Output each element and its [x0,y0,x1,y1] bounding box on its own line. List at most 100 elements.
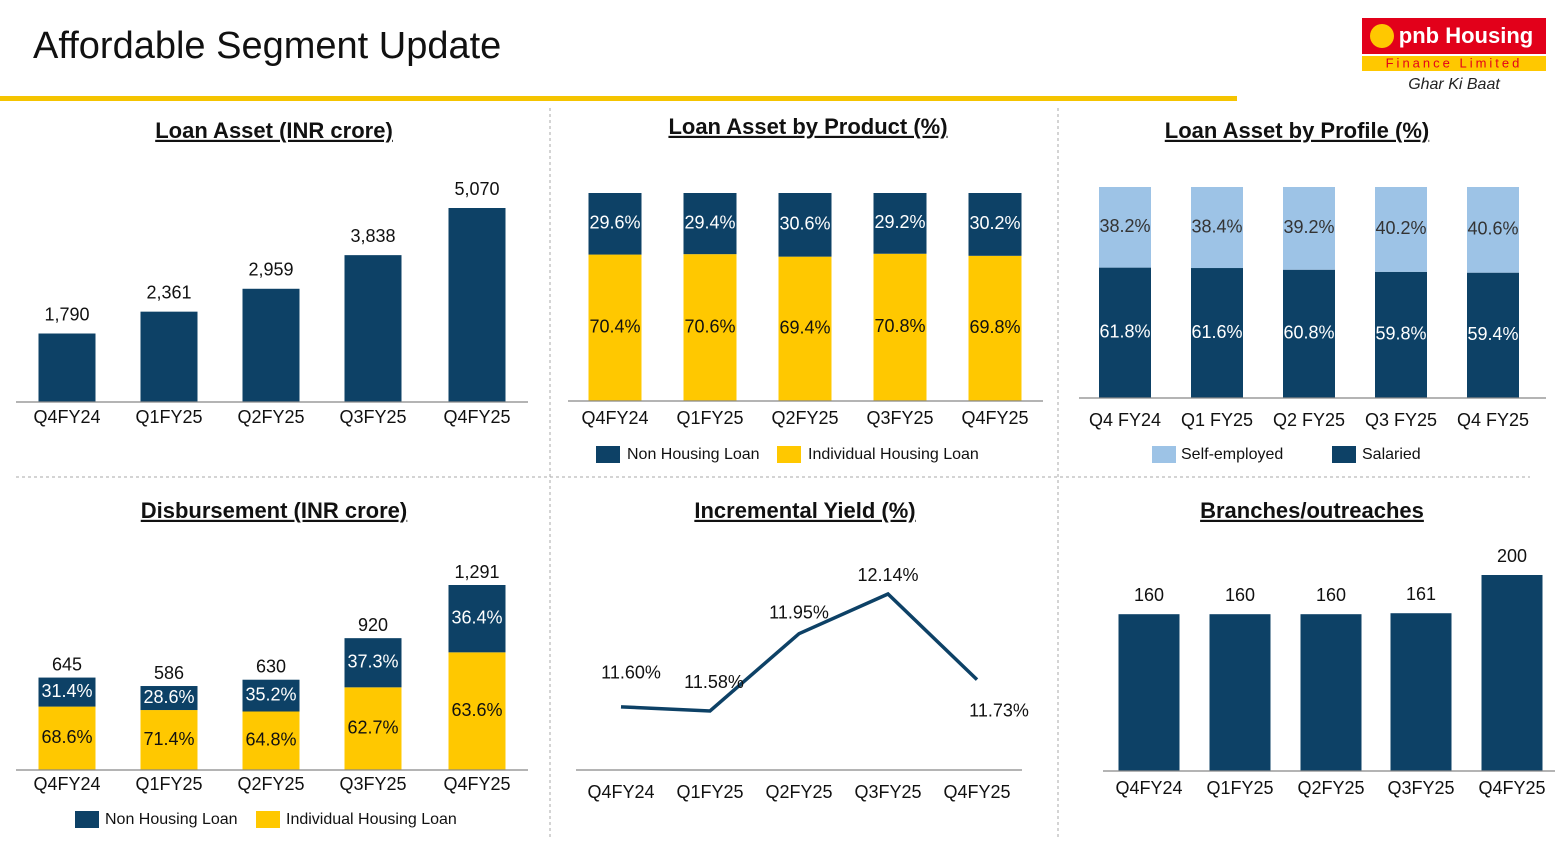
x-tick-label: Q4FY25 [1478,778,1545,798]
bar-segment [1467,187,1519,273]
segment-label: 29.2% [874,212,925,232]
bar-segment [778,256,832,401]
data-label: 11.95% [769,602,829,622]
data-label: 5,070 [454,179,499,199]
bar [344,255,402,402]
segment-label: 29.6% [589,213,640,233]
segment-label: 70.6% [684,316,735,336]
x-tick-label: Q3FY25 [866,408,933,428]
separators [16,108,1530,840]
bar [38,333,96,402]
segment-label: 40.2% [1375,218,1426,238]
chart-title: Disbursement (INR crore) [141,498,408,523]
segment-label: 68.6% [41,727,92,747]
segment-label: 30.2% [969,213,1020,233]
data-label: 200 [1497,546,1527,566]
stacked-bar [38,677,96,770]
legend-swatch [256,811,280,828]
x-tick-label: Q3FY25 [339,774,406,794]
chart-title: Branches/outreaches [1200,498,1424,523]
x-tick-label: Q4FY24 [581,408,648,428]
segment-label: 70.4% [589,317,640,337]
data-label: 3,838 [350,226,395,246]
legend-swatch [777,446,801,463]
legend-swatch [75,811,99,828]
bar-segment [1283,187,1335,270]
bar [1300,614,1362,771]
bar-segment [1191,268,1243,398]
bar-segment [448,652,506,770]
legend-swatch [1152,446,1176,463]
bar-segment [242,711,300,770]
data-label: 2,959 [248,260,293,280]
bar-segment [1099,187,1151,268]
stacked-bar [588,193,642,401]
x-tick-label: Q3FY25 [1387,778,1454,798]
bar-segment [242,679,300,712]
logo-strip [1362,56,1546,71]
segment-label: 60.8% [1283,323,1334,343]
x-tick-label: Q4FY24 [587,782,654,802]
segment-label: 36.4% [451,607,502,627]
x-tick-label: Q4FY25 [443,774,510,794]
segment-label: 62.7% [347,717,398,737]
x-tick-label: Q4 FY24 [1089,410,1161,430]
bar-segment [873,193,927,254]
logo-tagline: Ghar Ki Baat [1408,76,1500,93]
data-label: 2,361 [146,282,191,302]
legend-label: Self-employed [1181,446,1283,463]
bar [1118,614,1180,771]
x-tick-label: Q1FY25 [135,407,202,427]
total-label: 645 [52,654,82,674]
stacked-bar [873,193,927,401]
stacked-bar [968,193,1022,401]
segment-label: 71.4% [143,729,194,749]
bar-segment [968,255,1022,401]
bar-segment [1099,267,1151,398]
x-tick-label: Q4 FY25 [1457,410,1529,430]
x-tick-label: Q1FY25 [135,774,202,794]
bar-segment [1191,187,1243,269]
data-label: 160 [1134,585,1164,605]
chart-title: Incremental Yield (%) [694,498,915,523]
total-label: 920 [358,615,388,635]
data-label: 11.73% [969,700,1029,720]
segment-label: 31.4% [41,681,92,701]
bar-segment [588,254,642,401]
data-label: 12.14% [857,565,918,585]
data-label: 161 [1406,584,1436,604]
legend-swatch [1332,446,1356,463]
segment-label: 64.8% [245,729,296,749]
logo-brand: pnb Housing [1399,23,1533,48]
data-label: 1,790 [44,304,89,324]
chart-title: Loan Asset by Product (%) [668,114,947,139]
bar-segment [778,193,832,257]
segment-label: 35.2% [245,684,296,704]
segment-label: 61.6% [1191,322,1242,342]
data-label: 160 [1316,585,1346,605]
segment-label: 38.2% [1099,216,1150,236]
x-tick-label: Q4FY25 [961,408,1028,428]
stacked-bar [1467,187,1519,398]
x-tick-label: Q2FY25 [765,782,832,802]
bar-segment [38,706,96,770]
chart-title: Loan Asset (INR crore) [155,118,393,143]
bar [1481,575,1543,771]
bar-segment [873,253,927,401]
data-label: 11.58% [684,672,744,692]
segment-label: 40.6% [1467,219,1518,239]
stacked-bar [1191,187,1243,398]
legend-label: Individual Housing Loan [808,446,979,463]
slide-title: Affordable Segment Update [33,25,501,67]
segment-label: 59.4% [1467,324,1518,344]
segment-label: 61.8% [1099,322,1150,342]
total-label: 586 [154,663,184,683]
legend-label: Non Housing Loan [105,811,238,828]
segment-label: 69.4% [779,318,830,338]
bar-segment [448,585,506,653]
x-tick-label: Q1FY25 [1206,778,1273,798]
chart-title: Loan Asset by Profile (%) [1165,118,1429,143]
bar-segment [1283,269,1335,398]
data-label: 11.60% [601,663,661,683]
